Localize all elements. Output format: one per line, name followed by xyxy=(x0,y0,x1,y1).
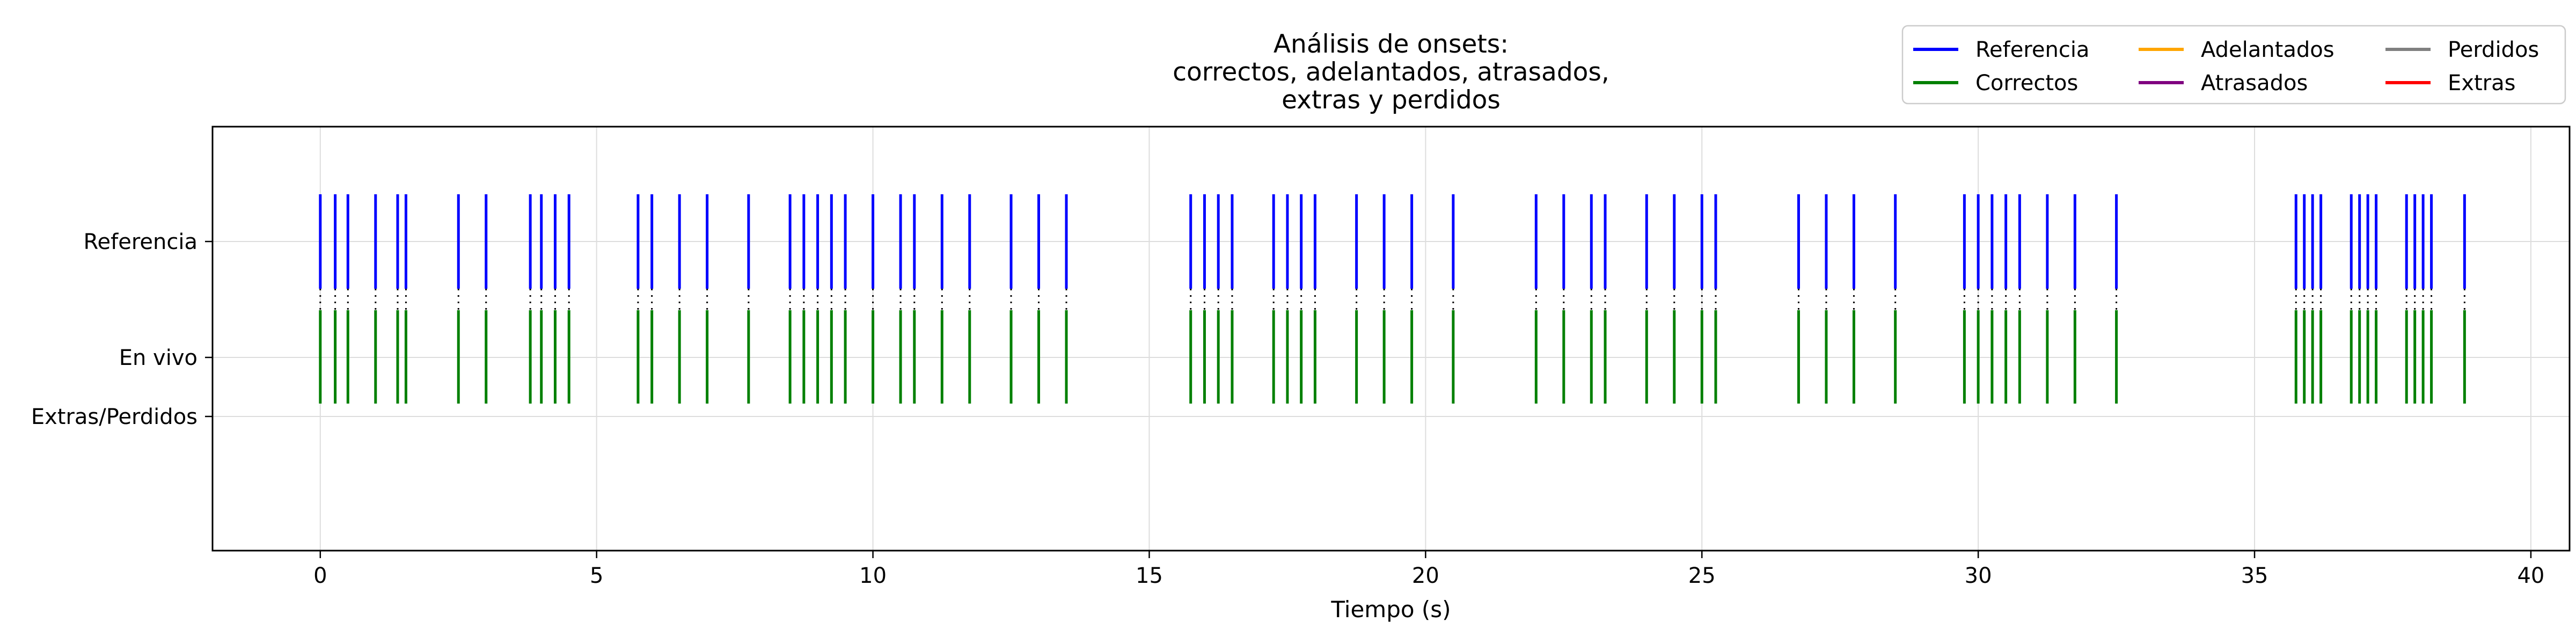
grid xyxy=(213,127,2570,551)
legend-label: Correctos xyxy=(1975,71,2078,96)
y-tick-label: En vivo xyxy=(119,346,197,370)
x-axis: 0 5 10 15 20 25 30 35 40 xyxy=(313,551,2544,588)
legend-label: Perdidos xyxy=(2448,38,2539,62)
x-tick-label: 0 xyxy=(313,564,327,588)
x-tick-label: 40 xyxy=(2517,564,2544,588)
legend-label: Adelantados xyxy=(2201,38,2334,62)
x-tick-label: 5 xyxy=(590,564,603,588)
legend-label: Referencia xyxy=(1975,38,2089,62)
legend-label: Atrasados xyxy=(2201,71,2308,96)
legend-label: Extras xyxy=(2448,71,2515,96)
legend: Referencia Correctos Adelantados Atrasados P… xyxy=(1901,25,2566,105)
y-tick-label: Referencia xyxy=(84,230,197,254)
y-axis: Referencia En vivo Extras/Perdidos xyxy=(31,230,213,429)
x-tick-label: 10 xyxy=(859,564,887,588)
chart-title: Análisis de onsets: correctos, adelantado… xyxy=(1173,30,1609,115)
x-tick-label: 35 xyxy=(2241,564,2268,588)
plot-frame xyxy=(211,126,2571,552)
series-marks xyxy=(319,194,2466,404)
x-tick-label: 30 xyxy=(1965,564,1992,588)
x-tick-label: 15 xyxy=(1136,564,1163,588)
match-links xyxy=(319,289,2465,310)
y-tick-label: Extras/Perdidos xyxy=(31,405,197,429)
x-tick-label: 25 xyxy=(1688,564,1716,588)
x-tick-label: 20 xyxy=(1412,564,1439,588)
x-axis-label: Tiempo (s) xyxy=(1330,596,1451,623)
